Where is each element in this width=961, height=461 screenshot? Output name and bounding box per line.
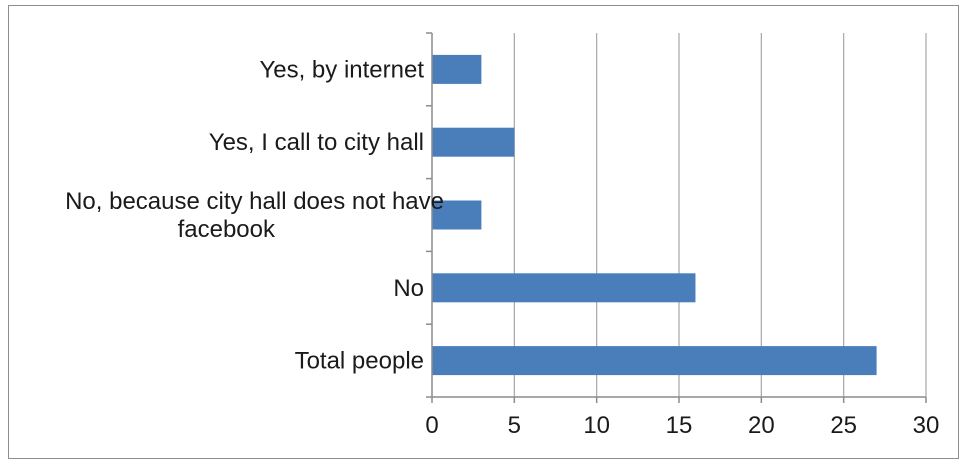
category-label: Yes, I call to city hall (209, 129, 424, 156)
x-tick-label: 5 (508, 412, 521, 439)
x-tick-label: 20 (748, 412, 775, 439)
bar-4 (432, 273, 696, 303)
x-tick-label: 30 (913, 412, 940, 439)
category-label-line: Yes, I call to city hall (209, 129, 424, 156)
category-label: Total people (295, 348, 424, 375)
bar-5 (432, 346, 877, 376)
x-tick-label: 0 (425, 412, 438, 439)
category-label: No, because city hall does not have faceb… (65, 188, 444, 243)
x-tick-label: 25 (830, 412, 857, 439)
category-label-line: facebook (178, 216, 276, 243)
x-tick-label: 15 (666, 412, 693, 439)
category-label-line: Total people (295, 348, 424, 375)
x-tick-labels: 0 5 10 15 20 25 30 (425, 412, 939, 439)
category-label-line: No, because city hall does not have (65, 188, 444, 215)
bar-2 (432, 127, 515, 157)
gridlines (513, 33, 927, 397)
category-label-line: No (393, 275, 424, 302)
category-label: Yes, by internet (259, 56, 424, 83)
bar-1 (432, 54, 482, 84)
chart-frame (8, 5, 959, 459)
category-label-line: Yes, by internet (259, 56, 424, 83)
bars (432, 54, 877, 376)
bar-3 (432, 200, 482, 230)
category-labels: Yes, by internet Yes, I call to city hall… (65, 56, 444, 374)
x-tick-label: 10 (583, 412, 610, 439)
axes (426, 32, 927, 403)
category-label: No (393, 275, 424, 302)
